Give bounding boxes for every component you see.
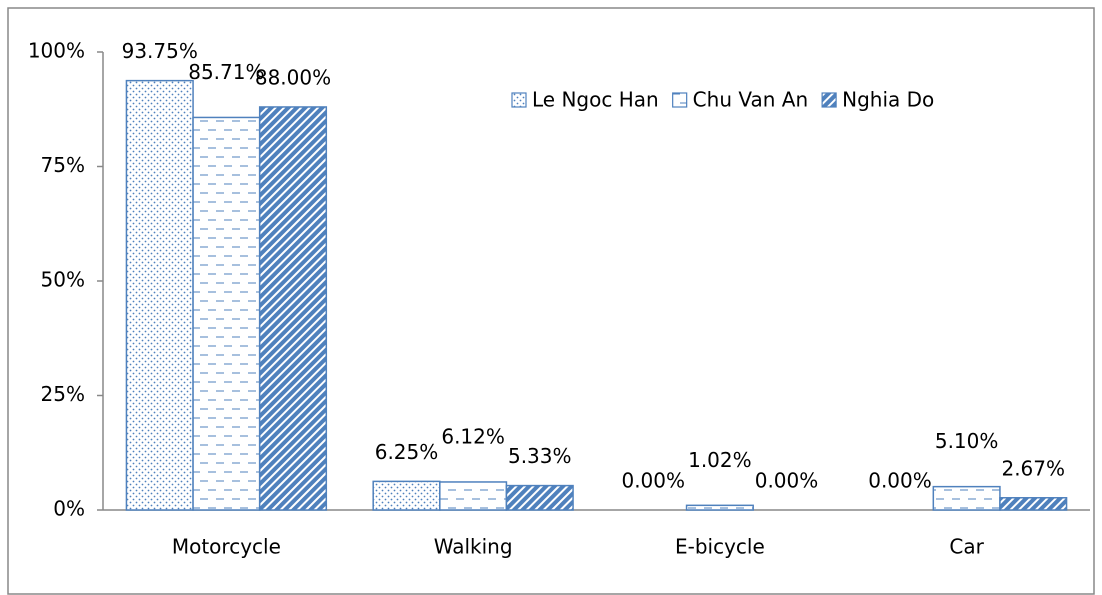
value-label: 5.10% xyxy=(935,429,999,453)
legend-swatch xyxy=(511,92,527,108)
bar xyxy=(932,485,1001,511)
value-label: 2.67% xyxy=(1001,456,1065,480)
x-tick-label: Motorcycle xyxy=(172,535,281,559)
y-tick-label: 100% xyxy=(28,39,85,63)
bar xyxy=(192,116,261,511)
bar xyxy=(372,480,441,511)
legend-swatch xyxy=(821,92,837,108)
legend-label: Chu Van An xyxy=(693,88,808,112)
bar xyxy=(439,481,508,511)
chart-frame xyxy=(7,7,1095,595)
value-label: 0.00% xyxy=(621,469,685,493)
legend-label: Nghia Do xyxy=(842,88,934,112)
value-label: 6.12% xyxy=(441,424,505,448)
bar xyxy=(125,79,194,511)
y-tick-label: 50% xyxy=(41,268,85,292)
value-label: 1.02% xyxy=(688,448,752,472)
bar xyxy=(258,106,328,511)
bar xyxy=(685,504,754,511)
bar xyxy=(999,497,1068,511)
x-tick-label: E-bicycle xyxy=(675,535,765,559)
y-tick-label: 25% xyxy=(41,382,85,406)
legend-label: Le Ngoc Han xyxy=(532,88,659,112)
x-tick-label: Walking xyxy=(434,535,513,559)
bar xyxy=(505,484,574,511)
value-label: 6.25% xyxy=(375,440,439,464)
value-label: 5.33% xyxy=(508,444,572,468)
value-label: 0.00% xyxy=(868,469,932,493)
legend-swatch xyxy=(672,92,688,108)
value-label: 85.71% xyxy=(188,60,264,84)
y-tick-label: 0% xyxy=(53,497,85,521)
x-tick-label: Car xyxy=(949,535,984,559)
y-tick-label: 75% xyxy=(41,153,85,177)
value-label: 88.00% xyxy=(255,65,331,89)
value-label: 0.00% xyxy=(755,469,819,493)
value-label: 93.75% xyxy=(122,39,198,63)
